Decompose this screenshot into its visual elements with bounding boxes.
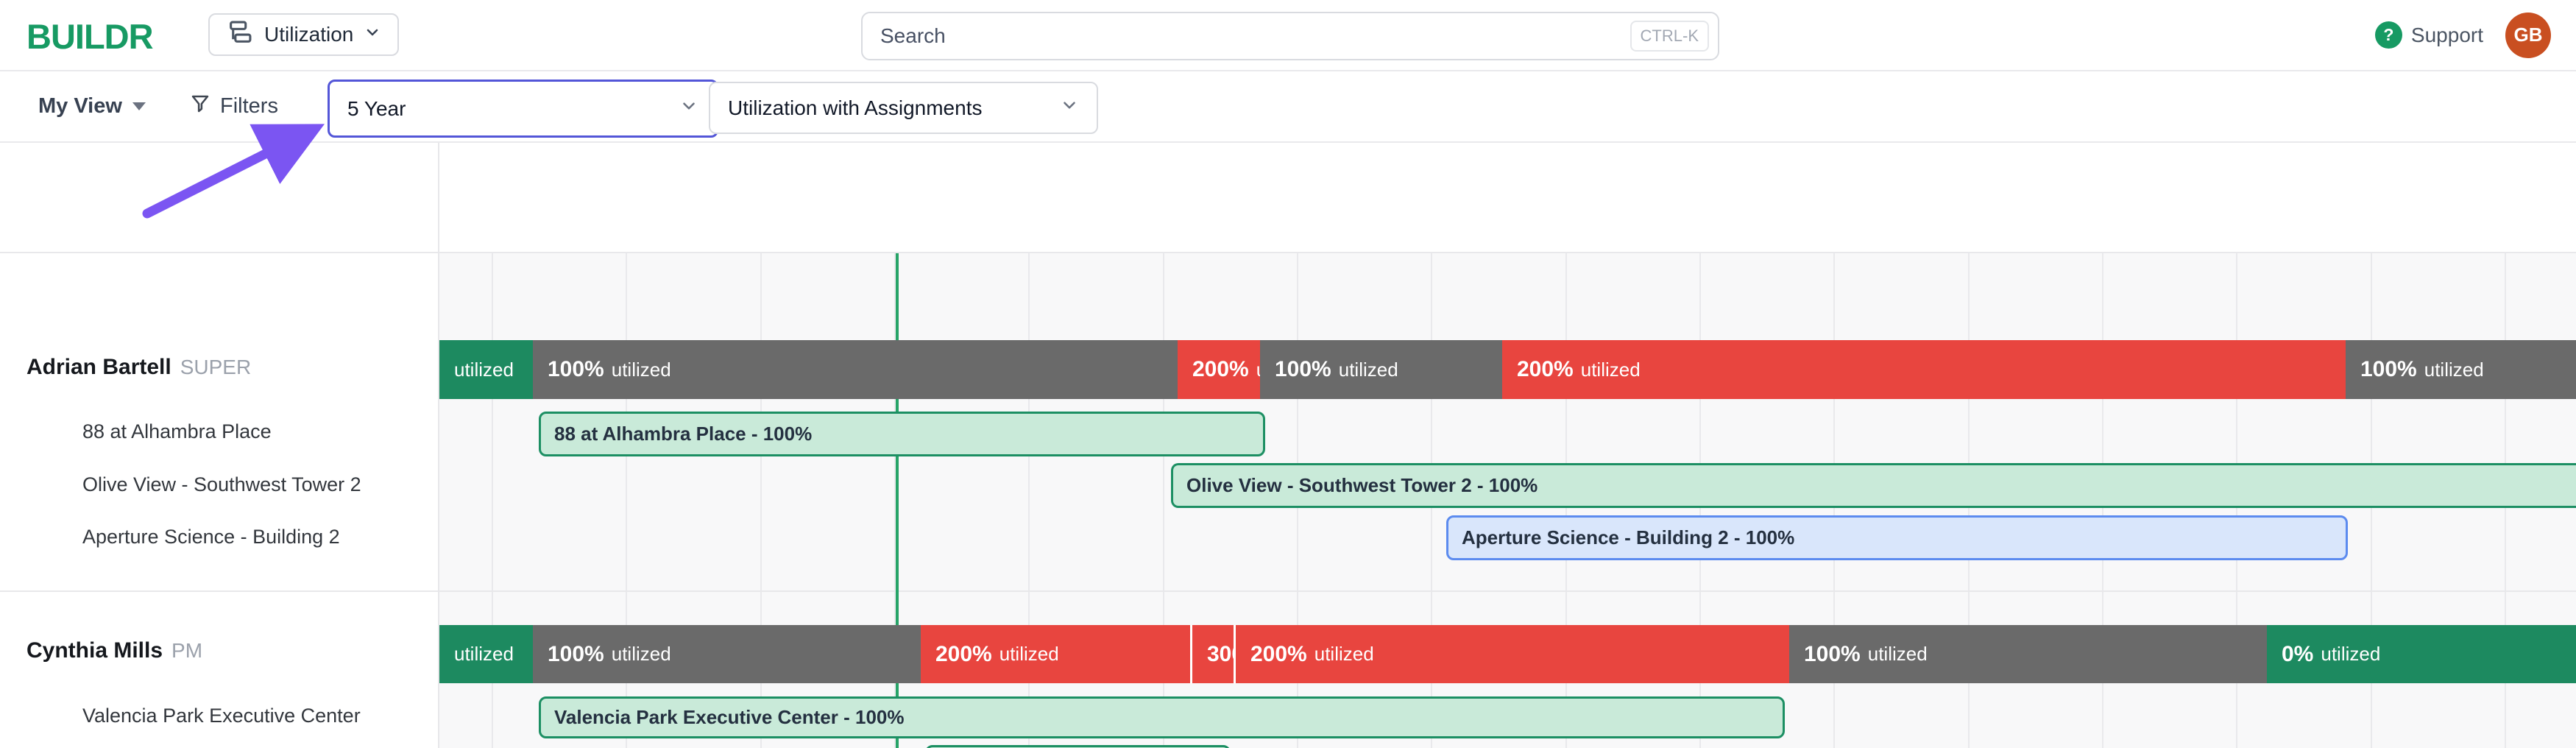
- utilization-suffix: utilized: [1580, 358, 1641, 381]
- quarter-gridline: [760, 253, 762, 748]
- utilization-suffix: utilized: [1867, 643, 1928, 665]
- utilization-suffix: utilized: [1256, 359, 1260, 381]
- utilization-segment[interactable]: 100% utilized: [533, 625, 921, 683]
- chevron-down-icon: [364, 23, 381, 46]
- timeline-header: 2023202420252026Q1Q2Q3Q4Q1Q2Q3Q4Q1Q2Q3Q4…: [0, 143, 2576, 253]
- utilization-segment[interactable]: utilized: [439, 625, 533, 683]
- assignment-bar[interactable]: Olive View - Southwest Tower 2 - 100%: [1171, 463, 2576, 508]
- utilization-percent: 100%: [1804, 641, 1861, 666]
- person-label: Adrian Bartell SUPER: [26, 355, 251, 380]
- assignment-bar[interactable]: Aperture Science - Building 2 - 100%: [1446, 515, 2348, 560]
- date-range-value: 5 Year: [347, 96, 406, 120]
- assignment-bar[interactable]: Valencia Park Executive Center - 100%: [539, 696, 1785, 738]
- utilization-percent: 100%: [1275, 357, 1331, 381]
- quarter-gridline: [894, 253, 896, 748]
- top-header: BUILDR Utilization CTRL-K ? Support: [0, 0, 2576, 71]
- utilization-percent: 200%: [935, 641, 992, 666]
- caret-down-icon: [132, 102, 146, 110]
- utilization-suffix: utilized: [1314, 643, 1374, 665]
- utilization-segment[interactable]: 100% utilized: [533, 340, 1178, 399]
- utilization-percent: 200%: [1250, 641, 1307, 666]
- project-label: Aperture Science - Building 2: [82, 526, 340, 548]
- today-line: [896, 253, 899, 748]
- chevron-down-icon: [1060, 96, 1079, 120]
- filters-button[interactable]: Filters: [189, 71, 278, 141]
- assignment-label: Olive View - Southwest Tower 2 - 100%: [1186, 474, 1538, 496]
- utilization-segment[interactable]: 200% utilized: [1234, 625, 1789, 683]
- gantt-view-icon: [226, 20, 254, 50]
- project-label: Olive View - Southwest Tower 2: [82, 473, 361, 495]
- rows-area: utilized 100% utilized 200% utilized 100% util…: [0, 253, 2576, 748]
- utilization-segment[interactable]: 300%utilized: [1190, 625, 1234, 683]
- assignment-bar[interactable]: 88 at Alhambra Place - 100%: [539, 412, 1265, 456]
- utilization-suffix: utilized: [999, 643, 1059, 665]
- funnel-icon: [189, 93, 211, 121]
- project-label: 88 at Alhambra Place: [82, 420, 272, 442]
- search-input[interactable]: [863, 24, 1630, 48]
- utilization-suffix: utilized: [2321, 643, 2381, 665]
- utilization-segment[interactable]: 200% utilized: [1502, 340, 2346, 399]
- app-logo: BUILDR: [26, 17, 154, 56]
- gantt-chart: utilized 100% utilized 200% utilized 100% util…: [439, 253, 2576, 748]
- utilization-segment[interactable]: 200% utilized: [1178, 340, 1260, 399]
- search-box[interactable]: CTRL-K: [861, 12, 1719, 60]
- assignment-bar[interactable]: [925, 745, 1231, 748]
- quarter-gridline: [492, 253, 493, 748]
- chevron-down-icon: [679, 96, 698, 121]
- person-name: Adrian Bartell: [26, 355, 171, 379]
- date-range-select[interactable]: 5 Year: [328, 80, 718, 138]
- utilization-segment[interactable]: utilized: [439, 340, 533, 399]
- user-avatar[interactable]: GB: [2505, 12, 2551, 58]
- utilization-segment[interactable]: 200% utilized: [921, 625, 1190, 683]
- utilization-segment[interactable]: 100% utilized: [1260, 340, 1502, 399]
- utilization-percent: 200%: [1192, 357, 1249, 381]
- support-link[interactable]: ? Support: [2374, 21, 2483, 49]
- utilization-suffix: utilized: [611, 643, 671, 665]
- utilization-percent: 100%: [2360, 357, 2417, 381]
- panel-divider: [438, 143, 439, 748]
- utilization-suffix: utilized: [454, 358, 514, 381]
- utilization-suffix: utilized: [611, 358, 671, 381]
- my-view-menu[interactable]: My View: [38, 71, 146, 141]
- utilization-percent: 0%: [2282, 641, 2314, 666]
- assignment-label: Aperture Science - Building 2 - 100%: [1462, 526, 1795, 548]
- assignment-label: Valencia Park Executive Center - 100%: [554, 706, 905, 728]
- quarter-gridline: [1028, 253, 1030, 748]
- utilization-percent: 200%: [1517, 357, 1574, 381]
- utilization-segment[interactable]: 100% utilized: [2346, 340, 2576, 399]
- filters-label: Filters: [220, 94, 278, 118]
- utilization-suffix: utilized: [2424, 358, 2484, 381]
- view-switcher-label: Utilization: [264, 23, 354, 46]
- header-right: ? Support GB: [2374, 0, 2551, 70]
- help-icon: ?: [2374, 21, 2402, 49]
- toolbar: My View Filters 5 Year Utilization with …: [0, 71, 2576, 143]
- quarter-gridline: [1163, 253, 1164, 748]
- view-switcher-button[interactable]: Utilization: [208, 13, 400, 56]
- utilization-segment[interactable]: 100% utilized: [1789, 625, 2267, 683]
- utilization-percent: 100%: [548, 641, 604, 666]
- utilization-percent: 100%: [548, 357, 604, 381]
- quarter-gridline: [626, 253, 627, 748]
- person-label: Cynthia Mills PM: [26, 638, 202, 663]
- utilization-percent: 300%: [1207, 641, 1234, 666]
- view-mode-value: Utilization with Assignments: [728, 96, 983, 119]
- utilization-suffix: utilized: [454, 643, 514, 665]
- person-role-badge: SUPER: [180, 356, 252, 378]
- support-label: Support: [2410, 23, 2483, 46]
- view-mode-select[interactable]: Utilization with Assignments: [709, 82, 1098, 134]
- utilization-suffix: utilized: [1338, 358, 1398, 381]
- my-view-label: My View: [38, 94, 122, 118]
- person-role-badge: PM: [171, 639, 203, 662]
- project-label: Valencia Park Executive Center: [82, 705, 361, 727]
- section-divider: [0, 590, 2576, 592]
- utilization-segment[interactable]: 0% utilized: [2267, 625, 2576, 683]
- person-name: Cynthia Mills: [26, 638, 163, 663]
- assignment-label: 88 at Alhambra Place - 100%: [554, 423, 813, 445]
- search-shortcut-badge: CTRL-K: [1630, 21, 1709, 52]
